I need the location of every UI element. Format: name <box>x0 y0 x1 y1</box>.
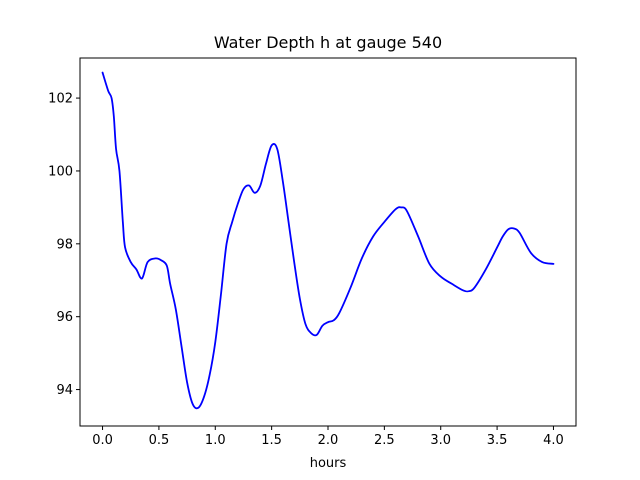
y-tick-label: 100 <box>48 164 73 179</box>
x-tick-label: 2.0 <box>318 433 339 448</box>
x-axis-label: hours <box>310 456 347 471</box>
x-axis: 0.0 0.5 1.0 1.5 2.0 2.5 3.0 3.5 4.0 <box>92 426 564 448</box>
x-tick-label: 4.0 <box>543 433 564 448</box>
x-tick-label: 3.0 <box>430 433 451 448</box>
y-tick-label: 96 <box>56 310 73 325</box>
x-tick-label: 0.5 <box>149 433 170 448</box>
y-axis: 94 96 98 100 102 <box>48 92 80 398</box>
series-line-0 <box>101 71 555 410</box>
x-tick-label: 1.0 <box>205 433 226 448</box>
y-tick-label: 94 <box>56 383 73 398</box>
y-tick-label: 98 <box>56 237 73 252</box>
x-tick-label: 3.5 <box>487 433 508 448</box>
x-tick-label: 0.0 <box>92 433 113 448</box>
plot-area <box>101 71 555 410</box>
chart-title: Water Depth h at gauge 540 <box>214 33 442 52</box>
x-tick-label: 2.5 <box>374 433 395 448</box>
x-tick-label: 1.5 <box>261 433 282 448</box>
y-tick-label: 102 <box>48 92 73 107</box>
